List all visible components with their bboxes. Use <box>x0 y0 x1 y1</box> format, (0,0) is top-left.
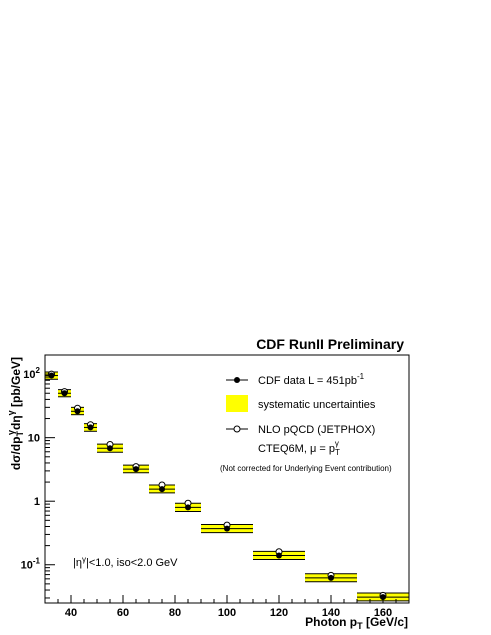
legend-cteq-label: CTEQ6M, μ = pTγ <box>258 439 340 457</box>
legend-syst-entry: systematic uncertainties <box>226 395 376 412</box>
y-axis-ticks: 102 10 1 10-1 <box>21 366 55 599</box>
data-point <box>133 466 139 473</box>
data-point <box>74 408 81 415</box>
y-tick-label: 10-1 <box>21 557 41 572</box>
chart-title: CDF RunII Preliminary <box>256 336 404 352</box>
legend-nlo-marker <box>233 425 241 433</box>
legend-nlo-entry: NLO pQCD (JETPHOX) <box>226 424 375 436</box>
data-point <box>224 525 230 532</box>
legend-data-entry: CDF data L = 451pb-1 <box>226 372 365 387</box>
data-point <box>61 390 68 397</box>
selection-annotation: |ηγ|<1.0, iso<2.0 GeV <box>73 555 178 569</box>
x-tick-label: 160 <box>374 607 392 619</box>
x-tick-label: 120 <box>270 607 288 619</box>
x-tick-label: 100 <box>218 607 236 619</box>
x-tick-label: 80 <box>169 607 181 619</box>
x-tick-label: 60 <box>117 607 129 619</box>
legend-note: (Not corrected for Underlying Event cont… <box>220 464 392 473</box>
legend-nlo-label: NLO pQCD (JETPHOX) <box>258 424 375 436</box>
y-tick-label: 1 <box>34 496 40 508</box>
y-tick-label: 102 <box>23 366 40 381</box>
data-point <box>276 552 282 559</box>
data-point <box>87 424 94 431</box>
y-tick-label: 10 <box>28 433 40 445</box>
legend-syst-swatch <box>226 395 248 412</box>
legend-data-label: CDF data L = 451pb-1 <box>258 372 365 387</box>
legend-data-marker <box>234 377 240 383</box>
data-point <box>107 445 113 452</box>
x-tick-label: 140 <box>322 607 340 619</box>
data-point <box>159 486 165 493</box>
y-axis-label: dσ/dpTγdηγ [pb/GeV] <box>6 357 25 470</box>
x-axis-ticks: 40 60 80 100 120 140 160 <box>57 595 397 619</box>
data-point <box>48 372 55 379</box>
x-tick-label: 40 <box>65 607 77 619</box>
data-point <box>328 574 334 581</box>
x-axis-label: Photon pT [GeV/c] <box>305 615 408 631</box>
legend-syst-label: systematic uncertainties <box>258 399 376 411</box>
legend: CDF data L = 451pb-1 systematic uncertai… <box>220 372 392 473</box>
data-point <box>185 504 191 511</box>
